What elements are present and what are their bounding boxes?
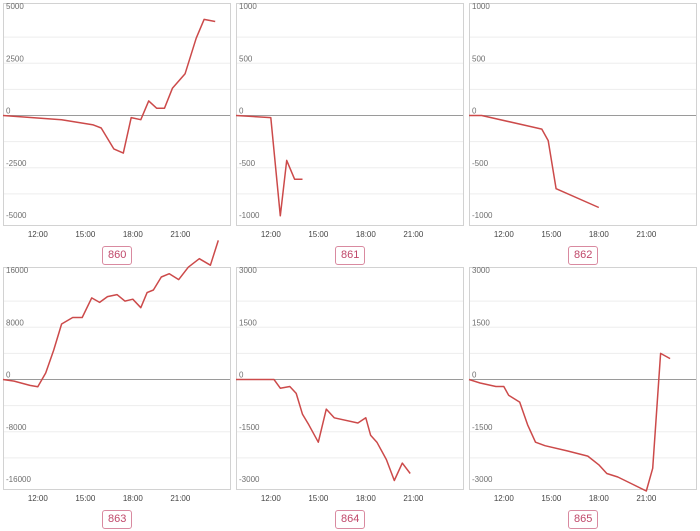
- y-tick-label: 3000: [239, 266, 257, 275]
- line-chart: 16000 8000 0 -8000 -16000 12:00 15:00 18:00 21:0…: [2, 240, 231, 503]
- plot-frame: [3, 267, 231, 490]
- y-tick-label: -1500: [472, 423, 493, 432]
- y-tick-label: 1000: [472, 2, 490, 11]
- x-tick-label: 12:00: [494, 230, 515, 239]
- x-tick-label: 18:00: [356, 230, 377, 239]
- y-tick-label: 3000: [472, 266, 490, 275]
- y-tick-label: 1500: [472, 318, 490, 327]
- plot-frame: [236, 267, 464, 490]
- chart-title-badge[interactable]: 863: [102, 510, 133, 529]
- y-tick-label: 0: [239, 371, 244, 380]
- chart-title-badge[interactable]: 864: [335, 510, 366, 529]
- chart-panel-863: 16000 8000 0 -8000 -16000 12:00 15:00 18:00 21:0…: [2, 240, 231, 506]
- x-tick-label: 15:00: [541, 494, 562, 503]
- y-tick-label: -1000: [239, 211, 260, 220]
- x-tick-label: 18:00: [589, 230, 610, 239]
- plot-frame: [236, 3, 464, 226]
- y-tick-label: 8000: [6, 318, 24, 327]
- x-tick-label: 18:00: [589, 494, 610, 503]
- x-tick-label: 12:00: [261, 230, 282, 239]
- chart-title-badge[interactable]: 860: [102, 246, 133, 265]
- chart-panel-861: 1000 500 0 -500 -1000 12:00 15:00 18:00 21:00: [235, 2, 464, 242]
- y-tick-label: -1500: [239, 423, 260, 432]
- x-tick-label: 15:00: [308, 494, 329, 503]
- line-chart: 3000 1500 0 -1500 -3000 12:00 15:00 18:00 21:00: [468, 266, 697, 503]
- x-tick-label: 21:00: [170, 230, 191, 239]
- line-chart: 1000 500 0 -500 -1000 12:00 15:00 18:00 21:00: [235, 2, 464, 239]
- y-tick-label: 0: [472, 107, 477, 116]
- y-tick-label: -2500: [6, 159, 27, 168]
- y-tick-label: -5000: [6, 211, 27, 220]
- x-tick-label: 15:00: [308, 230, 329, 239]
- x-tick-label: 21:00: [403, 230, 424, 239]
- x-tick-label: 21:00: [636, 230, 657, 239]
- chart-panel-860: 5000 2500 0 -2500 -5000 12:00 15:00 18:00 21:00: [2, 2, 231, 242]
- series-line: [2, 240, 220, 388]
- chart-panel-865: 3000 1500 0 -1500 -3000 12:00 15:00 18:00 21:00: [468, 266, 697, 506]
- x-tick-label: 12:00: [28, 494, 49, 503]
- y-tick-label: 0: [6, 107, 11, 116]
- x-tick-label: 18:00: [123, 230, 144, 239]
- x-tick-label: 12:00: [261, 494, 282, 503]
- y-tick-label: 2500: [6, 54, 24, 63]
- y-tick-label: -1000: [472, 211, 493, 220]
- x-tick-label: 15:00: [541, 230, 562, 239]
- series-line: [468, 352, 671, 492]
- y-tick-label: -3000: [239, 475, 260, 484]
- y-tick-label: 500: [239, 54, 253, 63]
- x-tick-label: 15:00: [75, 230, 96, 239]
- x-tick-label: 15:00: [75, 494, 96, 503]
- y-tick-label: -500: [472, 159, 489, 168]
- x-tick-label: 18:00: [123, 494, 144, 503]
- series-line: [2, 18, 216, 154]
- y-tick-label: -500: [239, 159, 256, 168]
- x-tick-label: 21:00: [403, 494, 424, 503]
- y-tick-label: 16000: [6, 266, 29, 275]
- y-tick-label: -16000: [6, 475, 31, 484]
- y-tick-label: 1500: [239, 318, 257, 327]
- plot-frame: [469, 3, 697, 226]
- chart-panel-862: 1000 500 0 -500 -1000 12:00 15:00 18:00 21:00: [469, 2, 697, 242]
- y-tick-label: 5000: [6, 2, 24, 11]
- series-line: [469, 114, 600, 209]
- series-line: [236, 378, 411, 482]
- y-tick-label: 0: [239, 107, 244, 116]
- x-tick-label: 12:00: [494, 494, 515, 503]
- y-tick-label: -3000: [472, 475, 493, 484]
- plot-frame: [3, 3, 231, 226]
- y-tick-label: -8000: [6, 423, 27, 432]
- chart-title-badge[interactable]: 865: [568, 510, 599, 529]
- line-chart: 3000 1500 0 -1500 -3000 12:00 15:00 18:00 21:00: [236, 266, 464, 503]
- y-tick-label: 500: [472, 54, 486, 63]
- x-tick-label: 21:00: [170, 494, 191, 503]
- line-chart: 1000 500 0 -500 -1000 12:00 15:00 18:00 21:00: [469, 2, 697, 239]
- chart-title-badge[interactable]: 861: [335, 246, 366, 265]
- chart-title-badge[interactable]: 862: [568, 246, 599, 265]
- y-tick-label: 0: [6, 371, 11, 380]
- series-line: [235, 114, 303, 217]
- x-tick-label: 12:00: [28, 230, 49, 239]
- line-chart: 5000 2500 0 -2500 -5000 12:00 15:00 18:00 21:00: [2, 2, 231, 239]
- x-tick-label: 18:00: [356, 494, 377, 503]
- x-tick-label: 21:00: [636, 494, 657, 503]
- chart-panel-864: 3000 1500 0 -1500 -3000 12:00 15:00 18:00 21:00: [236, 266, 464, 506]
- y-tick-label: 0: [472, 371, 477, 380]
- y-tick-label: 1000: [239, 2, 257, 11]
